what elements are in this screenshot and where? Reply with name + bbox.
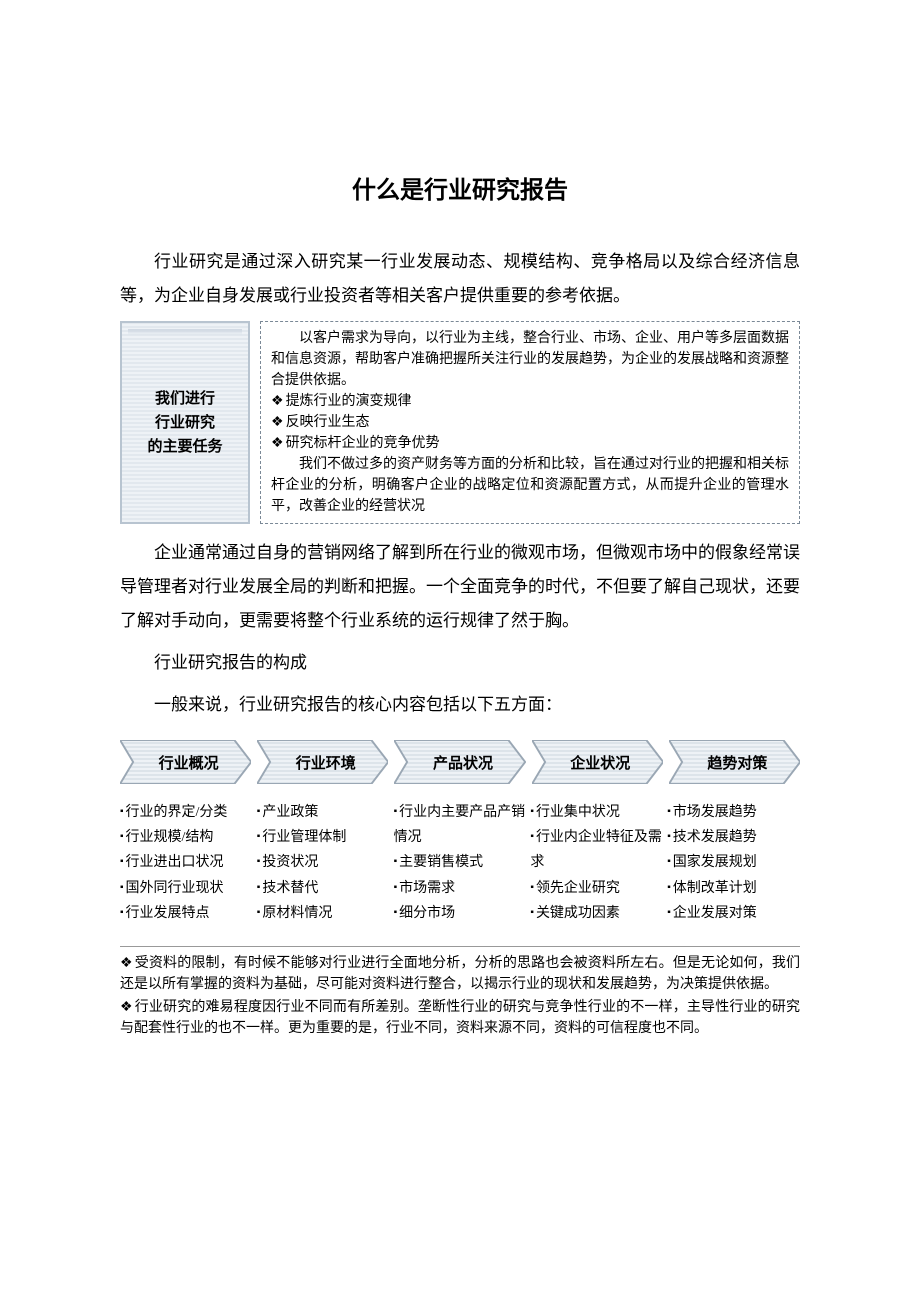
chevron-label: 行业环境 [257, 740, 388, 784]
list-item: 体制改革计划 [667, 876, 800, 901]
list-item: 市场需求 [394, 876, 527, 901]
list-item: 原材料情况 [257, 901, 390, 926]
list-item: 投资状况 [257, 850, 390, 875]
list-item: 行业进出口状况 [120, 850, 253, 875]
list-item: 行业内主要产品产销情况 [394, 800, 527, 850]
chevron-item: 行业概况 [120, 740, 251, 784]
mission-bullet: 提炼行业的演变规律 [271, 391, 789, 412]
list-item: 行业发展特点 [120, 901, 253, 926]
chevron-item: 企业状况 [532, 740, 663, 784]
footnote-item: 行业研究的难易程度因行业不同而有所差别。垄断性行业的研究与竞争性行业的不一样，主… [120, 997, 800, 1039]
mission-figure: 我们进行 行业研究 的主要任务 以客户需求为导向，以行业为主线，整合行业、市场、… [120, 321, 800, 524]
chevron-label: 趋势对策 [669, 740, 800, 784]
list-item: 市场发展趋势 [667, 800, 800, 825]
col-overview: 行业的界定/分类 行业规模/结构 行业进出口状况 国外同行业现状 行业发展特点 [120, 800, 253, 926]
chevron-item: 产品状况 [394, 740, 525, 784]
list-item: 行业管理体制 [257, 825, 390, 850]
col-enterprise: 行业集中状况 行业内企业特征及需求 领先企业研究 关键成功因素 [530, 800, 663, 926]
chevron-row: 行业概况 行业环境 产品状况 企业状况 趋势对策 [120, 740, 800, 784]
col-environment: 产业政策 行业管理体制 投资状况 技术替代 原材料情况 [257, 800, 390, 926]
col-product: 行业内主要产品产销情况 主要销售模式 市场需求 细分市场 [394, 800, 527, 926]
mission-label-box: 我们进行 行业研究 的主要任务 [120, 321, 250, 524]
intro-paragraph: 行业研究是通过深入研究某一行业发展动态、规模结构、竞争格局以及综合经济信息等，为… [120, 245, 800, 313]
footnotes: 受资料的限制，有时候不能够对行业进行全面地分析，分析的思路也会被资料所左右。但是… [120, 946, 800, 1039]
col-trend: 市场发展趋势 技术发展趋势 国家发展规划 体制改革计划 企业发展对策 [667, 800, 800, 926]
section-lead: 一般来说，行业研究报告的核心内容包括以下五方面： [120, 688, 800, 722]
chevron-item: 趋势对策 [669, 740, 800, 784]
list-item: 行业集中状况 [530, 800, 663, 825]
mission-outro: 我们不做过多的资产财务等方面的分析和比较，旨在通过对行业的把握和相关标杆企业的分… [271, 454, 789, 517]
list-item: 行业规模/结构 [120, 825, 253, 850]
chevron-label: 企业状况 [532, 740, 663, 784]
footnote-item: 受资料的限制，有时候不能够对行业进行全面地分析，分析的思路也会被资料所左右。但是… [120, 953, 800, 995]
list-item: 国家发展规划 [667, 850, 800, 875]
list-item: 企业发展对策 [667, 901, 800, 926]
list-item: 行业内企业特征及需求 [530, 825, 663, 875]
mission-bullet: 研究标杆企业的竞争优势 [271, 433, 789, 454]
mission-label-line: 的主要任务 [147, 435, 222, 459]
list-item: 技术替代 [257, 876, 390, 901]
page-title: 什么是行业研究报告 [120, 170, 800, 205]
chevron-label: 产品状况 [394, 740, 525, 784]
five-columns: 行业的界定/分类 行业规模/结构 行业进出口状况 国外同行业现状 行业发展特点 … [120, 800, 800, 926]
mission-label-line: 行业研究 [155, 411, 215, 435]
list-item: 技术发展趋势 [667, 825, 800, 850]
list-item: 主要销售模式 [394, 850, 527, 875]
list-item: 行业的界定/分类 [120, 800, 253, 825]
list-item: 细分市场 [394, 901, 527, 926]
body-paragraph: 企业通常通过自身的营销网络了解到所在行业的微观市场，但微观市场中的假象经常误导管… [120, 536, 800, 638]
list-item: 国外同行业现状 [120, 876, 253, 901]
mission-bullet: 反映行业生态 [271, 412, 789, 433]
list-item: 产业政策 [257, 800, 390, 825]
section-heading: 行业研究报告的构成 [120, 646, 800, 680]
chevron-item: 行业环境 [257, 740, 388, 784]
list-item: 领先企业研究 [530, 876, 663, 901]
mission-label-line: 我们进行 [155, 387, 215, 411]
chevron-label: 行业概况 [120, 740, 251, 784]
mission-content-box: 以客户需求为导向，以行业为主线，整合行业、市场、企业、用户等多层面数据和信息资源… [260, 321, 800, 524]
mission-intro: 以客户需求为导向，以行业为主线，整合行业、市场、企业、用户等多层面数据和信息资源… [271, 328, 789, 391]
list-item: 关键成功因素 [530, 901, 663, 926]
